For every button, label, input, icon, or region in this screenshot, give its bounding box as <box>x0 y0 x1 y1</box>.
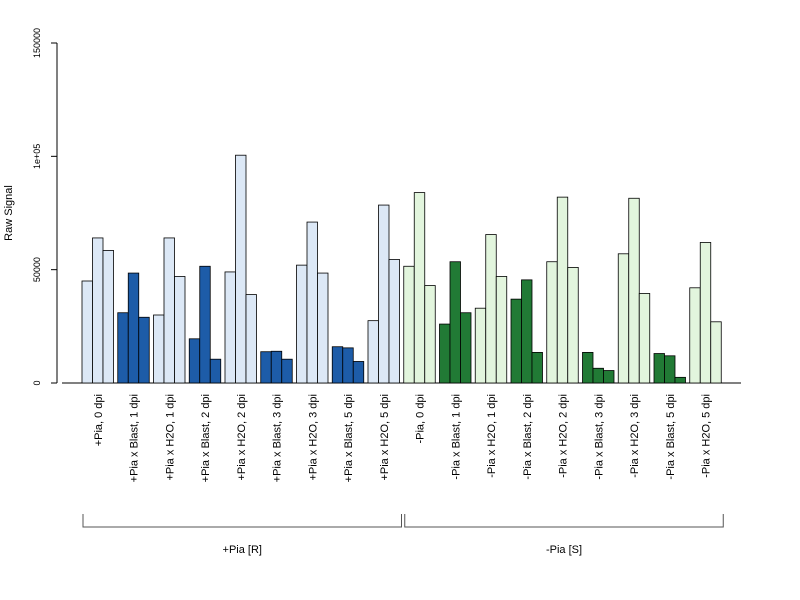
category-label: +Pia x Blast, 5 dpi <box>343 394 355 482</box>
y-tick-label: 150000 <box>32 28 42 58</box>
y-tick-label: 1e+05 <box>32 144 42 169</box>
bar <box>546 261 558 384</box>
category-label: +Pia x Blast, 2 dpi <box>200 394 212 482</box>
bar <box>199 265 211 384</box>
bar <box>582 351 594 384</box>
bar <box>260 351 272 384</box>
bar <box>174 276 186 384</box>
bar <box>317 272 329 384</box>
category-label: -Pia x Blast, 5 dpi <box>665 394 677 480</box>
bar <box>367 320 379 384</box>
bars <box>81 154 722 384</box>
y-tick-label: 0 <box>32 380 42 385</box>
category-label: -Pia, 0 dpi <box>415 394 427 444</box>
category-label: +Pia x H2O, 3 dpi <box>307 394 319 481</box>
bar <box>424 285 436 384</box>
bar <box>413 192 426 384</box>
y-axis: 0 50000 1e+05 150000 <box>32 28 58 386</box>
bar <box>449 261 461 384</box>
bar <box>603 370 615 384</box>
category-label: +Pia x Blast, 3 dpi <box>272 394 284 482</box>
bar <box>235 154 247 384</box>
bar <box>653 353 665 384</box>
bar <box>460 312 472 384</box>
bar <box>485 234 497 384</box>
bar <box>378 204 390 384</box>
category-label: -Pia x H2O, 5 dpi <box>701 394 713 478</box>
bar <box>531 351 543 384</box>
bar <box>209 358 222 384</box>
bar <box>495 276 508 384</box>
category-label: -Pia x H2O, 3 dpi <box>629 394 641 478</box>
bar <box>556 196 569 384</box>
bar <box>439 323 451 384</box>
bar <box>664 355 676 384</box>
bar <box>331 346 344 384</box>
bar <box>342 347 354 384</box>
bar <box>674 376 686 384</box>
bar <box>188 338 201 384</box>
bar <box>628 197 640 384</box>
group-bracket <box>404 514 724 528</box>
bar <box>617 253 630 384</box>
bar <box>592 367 604 384</box>
bar <box>92 237 104 384</box>
bar <box>699 242 712 384</box>
bar <box>138 316 150 384</box>
bar <box>521 279 533 384</box>
bar <box>306 221 318 384</box>
group-bracket <box>82 514 402 528</box>
bar <box>270 350 283 384</box>
bar <box>281 358 293 384</box>
bar <box>638 293 651 384</box>
category-label: +Pia x H2O, 1 dpi <box>164 394 176 481</box>
category-label: -Pia x Blast, 1 dpi <box>450 394 462 480</box>
bar <box>117 312 129 384</box>
group-brackets: +Pia [R] -Pia [S] <box>82 514 724 556</box>
bar <box>102 249 114 384</box>
category-label: -Pia x Blast, 3 dpi <box>593 394 605 480</box>
bar <box>81 280 93 384</box>
category-label: -Pia x H2O, 1 dpi <box>486 394 498 478</box>
bar <box>403 265 415 384</box>
category-label: +Pia x H2O, 5 dpi <box>379 394 391 481</box>
category-label: +Pia x Blast, 1 dpi <box>129 394 141 482</box>
bar <box>153 314 165 384</box>
bar <box>388 259 400 384</box>
bar <box>689 287 701 384</box>
bar <box>245 294 257 384</box>
category-label: -Pia x H2O, 2 dpi <box>558 394 570 478</box>
bar <box>567 266 579 384</box>
category-labels: +Pia, 0 dpi +Pia x Blast, 1 dpi +Pia x H2O… <box>93 394 713 482</box>
y-tick-label: 50000 <box>32 257 42 282</box>
bar <box>510 298 522 384</box>
y-axis-title: Raw Signal <box>3 185 15 241</box>
bar <box>224 271 236 384</box>
bar <box>163 237 175 384</box>
bar <box>127 272 140 384</box>
bar <box>352 361 365 384</box>
bar <box>710 321 722 384</box>
category-label: +Pia, 0 dpi <box>93 394 105 446</box>
category-label: +Pia x H2O, 2 dpi <box>236 394 248 481</box>
bar <box>474 307 487 384</box>
category-label: -Pia x Blast, 2 dpi <box>522 394 534 480</box>
group-label: +Pia [R] <box>223 544 262 556</box>
group-label: -Pia [S] <box>546 544 582 556</box>
bar <box>296 264 308 384</box>
